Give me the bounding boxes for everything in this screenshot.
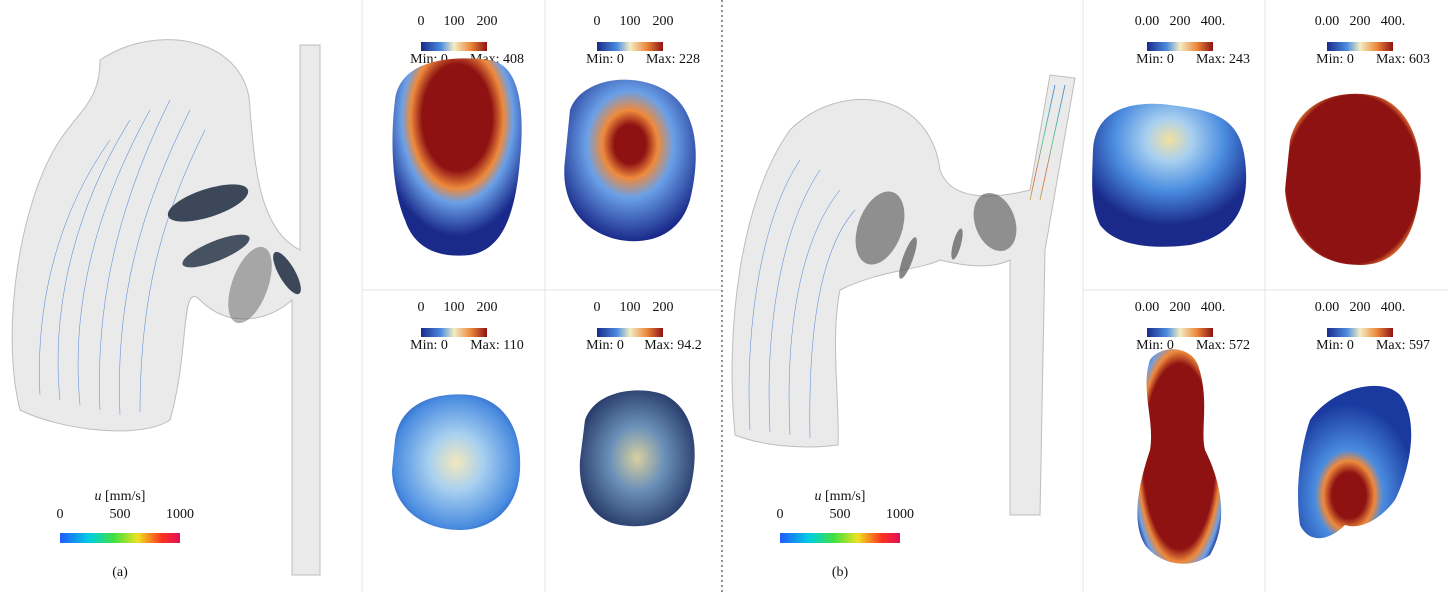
section-tick: 0 [418,300,425,315]
colorbar-tick: 1000 [886,507,914,522]
colorbar-tick: 500 [110,507,131,522]
section-tick: 200 [1350,300,1371,315]
section-max: Max: 110 [470,338,524,353]
section-tick: 400. [1381,300,1406,315]
section-tick: 0.00 [1315,14,1340,29]
section-max: Max: 94.2 [644,338,702,353]
unit: [mm/s] [105,489,145,504]
section-tick: 0 [418,14,425,29]
section-min: Min: 0 [1316,338,1354,353]
colorbar-tick: 0 [57,507,64,522]
section-tick: 0 [594,300,601,315]
section-shape [1285,94,1421,265]
section-colorbar [1327,42,1393,51]
section-tick: 200 [1170,300,1191,315]
section-max: Max: 572 [1196,338,1250,353]
colorbar-title: u [mm/s] [95,489,146,504]
section-tick: 400. [1381,14,1406,29]
section-shape [392,58,521,255]
section-shape [1137,349,1221,563]
colorbar-tick: 1000 [166,507,194,522]
cross-section: 0 100 200 Min: 0 Max: 110 [392,300,524,530]
section-colorbar [1327,328,1393,337]
symbol: u [95,489,106,504]
section-shape [564,80,696,242]
section-tick: 0.00 [1135,14,1160,29]
section-min: Min: 0 [586,338,624,353]
section-max: Max: 603 [1376,52,1430,67]
section-tick: 200 [653,14,674,29]
cross-section: 0 100 200 Min: 0 Max: 228 [564,14,700,241]
section-tick: 0.00 [1135,300,1160,315]
section-tick: 100 [620,14,641,29]
section-colorbar [421,42,487,51]
section-colorbar [1147,42,1213,51]
section-shape [1092,104,1246,247]
section-tick: 100 [444,300,465,315]
vessel-b [732,75,1075,515]
section-max: Max: 243 [1196,52,1250,67]
section-tick: 0.00 [1315,300,1340,315]
section-tick: 0 [594,14,601,29]
panel-label: (b) [832,565,849,580]
section-tick: 200 [477,14,498,29]
figure: u [mm/s]05001000(a)u [mm/s]05001000(b)01… [0,0,1448,592]
section-tick: 100 [444,14,465,29]
section-tick: 200 [1350,14,1371,29]
symbol: u [815,489,826,504]
colorbar-title: u [mm/s] [815,489,866,504]
section-min: Min: 0 [1136,52,1174,67]
unit: [mm/s] [825,489,865,504]
colorbar: u [mm/s] 0 500 1000 [57,489,195,543]
section-tick: 400. [1201,14,1226,29]
section-min: Min: 0 [1316,52,1354,67]
colorbar-bar [780,533,900,543]
section-shape [1298,386,1411,538]
section-min: Min: 0 [410,338,448,353]
panel-label: (a) [112,565,128,580]
section-tick: 200 [477,300,498,315]
cross-section: 0.00 200 400. Min: 0 Max: 243 [1092,14,1250,247]
vessel-a [12,40,320,575]
colorbar-tick: 500 [830,507,851,522]
cross-section: 0.00 200 400. Min: 0 Max: 603 [1285,14,1430,265]
section-max: Max: 228 [646,52,700,67]
colorbar-bar [60,533,180,543]
section-tick: 200 [1170,14,1191,29]
section-colorbar [597,42,663,51]
colorbar: u [mm/s] 0 500 1000 [777,489,915,543]
section-colorbar [597,328,663,337]
section-shape [392,394,520,530]
colorbar-tick: 0 [777,507,784,522]
section-max: Max: 597 [1376,338,1430,353]
section-tick: 100 [620,300,641,315]
section-shape [580,390,695,526]
section-min: Min: 0 [586,52,624,67]
cross-section: 0.00 200 400. Min: 0 Max: 597 [1298,300,1430,538]
section-colorbar [421,328,487,337]
section-tick: 400. [1201,300,1226,315]
cross-section: 0 100 200 Min: 0 Max: 94.2 [580,300,702,526]
section-tick: 200 [653,300,674,315]
section-colorbar [1147,328,1213,337]
